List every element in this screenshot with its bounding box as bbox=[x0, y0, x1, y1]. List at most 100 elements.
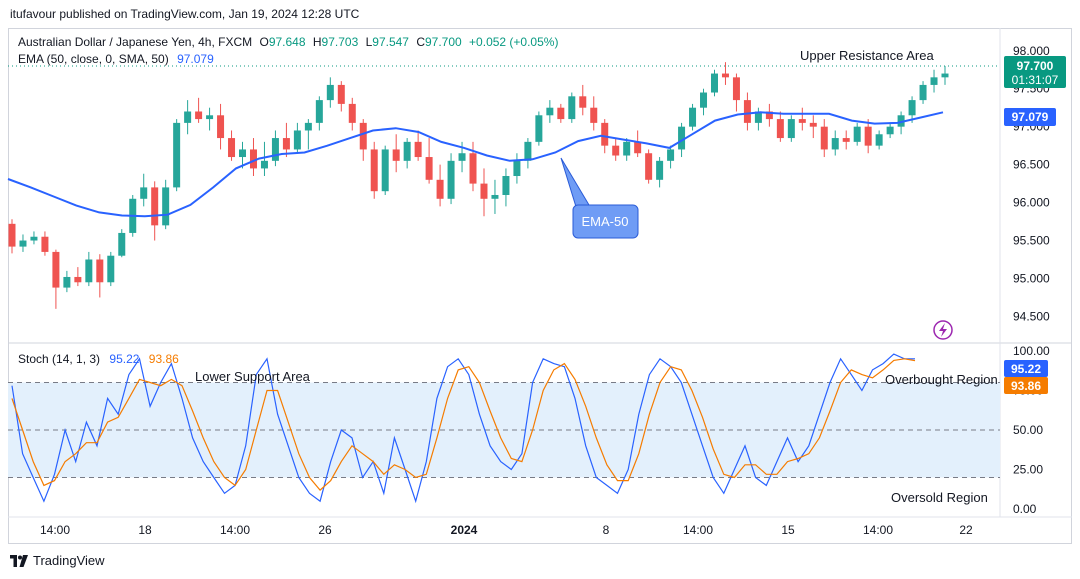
time-tick-label: 22 bbox=[959, 523, 973, 537]
candle-body bbox=[897, 115, 905, 127]
open-label: O bbox=[259, 35, 268, 49]
candle-body bbox=[52, 251, 60, 288]
ema-callout-label: EMA-50 bbox=[582, 214, 629, 229]
ema-tag-bg bbox=[1004, 108, 1056, 126]
stoch-tick-label: 100.00 bbox=[1013, 344, 1050, 358]
publisher-line: itufavour published on TradingView.com, … bbox=[10, 7, 360, 21]
time-tick-label: 14:00 bbox=[220, 523, 250, 537]
time-tick-label: 26 bbox=[318, 523, 332, 537]
lower-support-label: Lower Support Area bbox=[195, 369, 311, 384]
stoch-plot[interactable] bbox=[11, 353, 916, 504]
candle-body bbox=[776, 119, 784, 139]
candle-body bbox=[8, 223, 16, 247]
candle-body bbox=[282, 138, 290, 150]
upper-resistance-label: Upper Resistance Area bbox=[800, 48, 934, 63]
candle-body bbox=[524, 141, 532, 161]
change-value: +0.052 (+0.05%) bbox=[469, 35, 558, 49]
candle-body bbox=[612, 145, 620, 156]
ema-line bbox=[7, 111, 944, 218]
time-tick-label: 8 bbox=[603, 523, 610, 537]
candle-body bbox=[601, 122, 609, 146]
oversold-label: Oversold Region bbox=[891, 490, 988, 505]
ema-legend[interactable]: EMA (50, close, 0, SMA, 50) 97.079 bbox=[18, 52, 214, 66]
candle-body bbox=[798, 119, 806, 123]
candle-body bbox=[41, 236, 49, 252]
candle-body bbox=[546, 107, 554, 116]
candle-body bbox=[184, 111, 192, 123]
stoch-tick-label: 25.00 bbox=[1013, 463, 1043, 477]
candle-body bbox=[678, 126, 686, 150]
candle-body bbox=[820, 126, 828, 150]
candle-body bbox=[623, 141, 631, 156]
candle-body bbox=[645, 153, 653, 180]
alert-lightning-icon[interactable] bbox=[933, 320, 953, 340]
candle-body bbox=[809, 122, 817, 127]
candle-body bbox=[853, 126, 861, 142]
candle-body bbox=[414, 141, 422, 158]
price-tick-label: 98.000 bbox=[1013, 44, 1050, 58]
tradingview-logo-icon bbox=[10, 554, 28, 567]
ema-legend-value: 97.079 bbox=[177, 52, 214, 66]
last-price-tag[interactable]: 97.700 01:31:07 bbox=[1004, 56, 1066, 88]
candle-body bbox=[392, 149, 400, 161]
overbought-label: Overbought Region bbox=[885, 372, 998, 387]
candle-body bbox=[315, 100, 323, 123]
stoch-k-tag[interactable]: 95.22 bbox=[1004, 360, 1048, 377]
candle-body bbox=[886, 126, 894, 135]
price-tick-label: 94.500 bbox=[1013, 309, 1050, 323]
stoch-band bbox=[8, 382, 1000, 478]
candle-body bbox=[568, 96, 576, 120]
close-value: 97.700 bbox=[425, 35, 462, 49]
candle-body bbox=[74, 276, 82, 283]
candle-body bbox=[458, 153, 466, 161]
ema-legend-label: EMA (50, close, 0, SMA, 50) bbox=[18, 52, 169, 66]
candle-body bbox=[195, 111, 203, 120]
candle-body bbox=[831, 138, 839, 150]
candle-body bbox=[304, 122, 312, 131]
stoch-tick-label: 0.00 bbox=[1013, 502, 1037, 516]
candle-body bbox=[864, 126, 872, 146]
candle-body bbox=[754, 111, 762, 123]
candle-body bbox=[930, 77, 938, 85]
candle-body bbox=[96, 259, 104, 283]
symbol-name: Australian Dollar / Japanese Yen, 4h, FX… bbox=[18, 35, 252, 49]
candle-body bbox=[403, 141, 411, 161]
time-tick-label: 14:00 bbox=[40, 523, 70, 537]
candle-body bbox=[700, 92, 708, 108]
candle-body bbox=[919, 84, 927, 101]
candle-body bbox=[151, 187, 159, 226]
price-plot[interactable] bbox=[7, 62, 949, 309]
ema-price-tag[interactable]: 97.079 bbox=[1004, 108, 1056, 126]
candle-body bbox=[348, 103, 356, 123]
stoch-d-tag[interactable]: 93.86 bbox=[1004, 377, 1048, 394]
candle-body bbox=[228, 138, 236, 158]
candle-body bbox=[436, 179, 444, 199]
candle-body bbox=[656, 160, 664, 180]
candle-body bbox=[19, 240, 27, 247]
candle-body bbox=[689, 107, 697, 127]
stoch-k-tag-bg bbox=[1004, 360, 1048, 377]
price-tick-label: 96.500 bbox=[1013, 158, 1050, 172]
last-price-value: 97.700 bbox=[1017, 59, 1054, 73]
stoch-d-tag-bg bbox=[1004, 377, 1048, 394]
stoch-legend[interactable]: Stoch (14, 1, 3) 95.22 93.86 bbox=[18, 352, 179, 366]
open-value: 97.648 bbox=[269, 35, 306, 49]
candle-body bbox=[260, 160, 268, 169]
last-price-tag-bg bbox=[1004, 56, 1066, 88]
chart-frame bbox=[8, 28, 1072, 544]
candle-body bbox=[370, 149, 378, 192]
price-tick-label: 95.500 bbox=[1013, 234, 1050, 248]
symbol-legend[interactable]: Australian Dollar / Japanese Yen, 4h, FX… bbox=[18, 35, 558, 49]
ema-tag-value: 97.079 bbox=[1012, 110, 1049, 124]
candle-body bbox=[875, 134, 883, 146]
time-axis[interactable]: 14:00 18 14:00 26 2024 8 14:00 15 14:00 22 bbox=[40, 523, 973, 537]
candle-body bbox=[63, 276, 71, 288]
stoch-legend-label: Stoch (14, 1, 3) bbox=[18, 352, 100, 366]
tradingview-footer[interactable]: TradingView bbox=[10, 553, 105, 568]
candle-body bbox=[842, 138, 850, 142]
candle-body bbox=[447, 160, 455, 199]
time-tick-label: 14:00 bbox=[683, 523, 713, 537]
candle-body bbox=[469, 153, 477, 184]
candle-body bbox=[787, 119, 795, 139]
